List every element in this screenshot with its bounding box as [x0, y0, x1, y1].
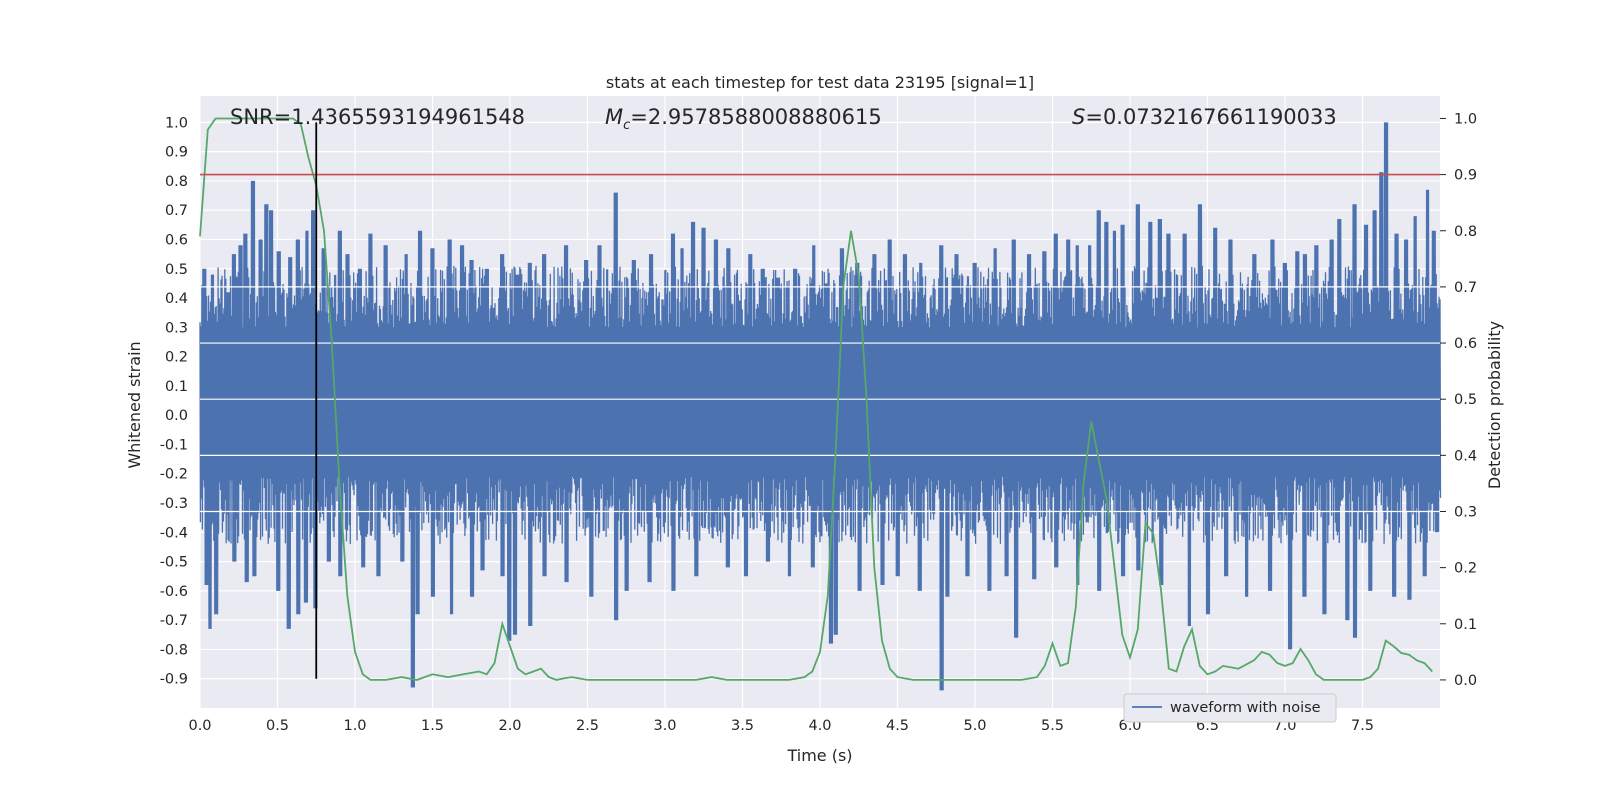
x-tick-label: 0.0 — [188, 718, 211, 734]
y2-tick-label: 0.9 — [1454, 168, 1477, 184]
y2-tick-label: 0.2 — [1454, 561, 1477, 577]
y2-tick-label: 0.6 — [1454, 336, 1477, 352]
series-waveform-with-noise — [199, 122, 1442, 691]
legend-box — [1123, 693, 1337, 723]
y2-tick-label: 0.0 — [1454, 673, 1477, 689]
x-tick-label: 1.5 — [421, 718, 444, 734]
waveform-dense-band — [200, 344, 1440, 460]
y-tick-label: 0.7 — [165, 203, 188, 219]
y2-tick-label: 0.8 — [1454, 224, 1477, 240]
x-tick-label: 5.5 — [1041, 718, 1064, 734]
x-tick-label: 1.0 — [343, 718, 366, 734]
y2-tick-label: 0.4 — [1454, 448, 1477, 464]
series-detection-probability — [199, 117, 1433, 681]
annotation-mc: Mc=2.9578588008880615 — [605, 105, 882, 133]
x-tick-label: 0.5 — [266, 718, 289, 734]
y-tick-label: 0.6 — [165, 232, 188, 248]
legend: waveform with noise — [1123, 693, 1337, 723]
annotation-mc-subscript: c — [623, 118, 630, 133]
y-tick-label: 0.1 — [165, 379, 188, 395]
y-tick-label: -0.2 — [160, 467, 188, 483]
legend-label-waveform: waveform with noise — [1170, 700, 1321, 716]
x-tick-label: 3.5 — [731, 718, 754, 734]
y2-axis-label: Detection probability — [1485, 321, 1504, 489]
overlays — [200, 122, 1440, 679]
y2-tick-label: 0.7 — [1454, 280, 1477, 296]
y-tick-label: 0.5 — [165, 262, 188, 278]
y-axis-ticks: -0.9 -0.8 -0.7 -0.6 -0.5 -0.4 -0.3 -0.2 -0.1 0.0 0… — [160, 115, 188, 687]
y2-tick-label: 0.5 — [1454, 392, 1477, 408]
y2-tick-label: 0.1 — [1454, 617, 1477, 633]
y-tick-label: -0.1 — [160, 437, 188, 453]
y-tick-label: -0.4 — [160, 525, 188, 541]
y-tick-label: -0.9 — [160, 672, 188, 688]
x-tick-label: 5.0 — [963, 718, 986, 734]
y-tick-label: 0.2 — [165, 350, 188, 366]
y-tick-label: -0.8 — [160, 642, 188, 658]
y-tick-label: 0.9 — [165, 145, 188, 161]
annotation-mc-value: =2.9578588008880615 — [630, 105, 881, 129]
y-tick-label: 0.4 — [165, 291, 188, 307]
x-tick-label: 2.0 — [498, 718, 521, 734]
annotation-snr: SNR=1.4365593194961548 — [230, 105, 525, 129]
y2-axis-ticks: 0.0 0.1 0.2 0.3 0.4 0.5 0.6 0.7 0.8 0.9 1.0 — [1440, 111, 1477, 689]
annotation-s-symbol: S — [1072, 105, 1085, 129]
y-tick-label: 0.8 — [165, 174, 188, 190]
x-tick-label: 2.5 — [576, 718, 599, 734]
x-tick-label: 3.0 — [653, 718, 676, 734]
y-tick-label: 0.0 — [165, 408, 188, 424]
y-tick-label: -0.7 — [160, 613, 188, 629]
chart-title: stats at each timestep for test data 231… — [606, 73, 1034, 92]
annotation-mc-symbol: M — [605, 105, 623, 129]
y-axis-label: Whitened strain — [125, 341, 144, 468]
envelope-band-lines — [200, 286, 1440, 513]
x-tick-label: 7.5 — [1351, 718, 1374, 734]
y-tick-label: 0.3 — [165, 320, 188, 336]
y2-tick-label: 0.3 — [1454, 504, 1477, 520]
y2-tick-label: 1.0 — [1454, 111, 1477, 127]
x-tick-label: 4.5 — [886, 718, 909, 734]
detection-probability-line — [199, 117, 1433, 681]
y-tick-label: -0.6 — [160, 584, 188, 600]
x-tick-label: 4.0 — [808, 718, 831, 734]
y-tick-label: -0.3 — [160, 496, 188, 512]
x-axis-label: Time (s) — [786, 746, 852, 765]
y-tick-label: 1.0 — [165, 115, 188, 131]
annotation-s-value: =0.0732167661190033 — [1085, 105, 1336, 129]
annotation-s: S=0.0732167661190033 — [1072, 105, 1337, 129]
y-tick-label: -0.5 — [160, 555, 188, 571]
